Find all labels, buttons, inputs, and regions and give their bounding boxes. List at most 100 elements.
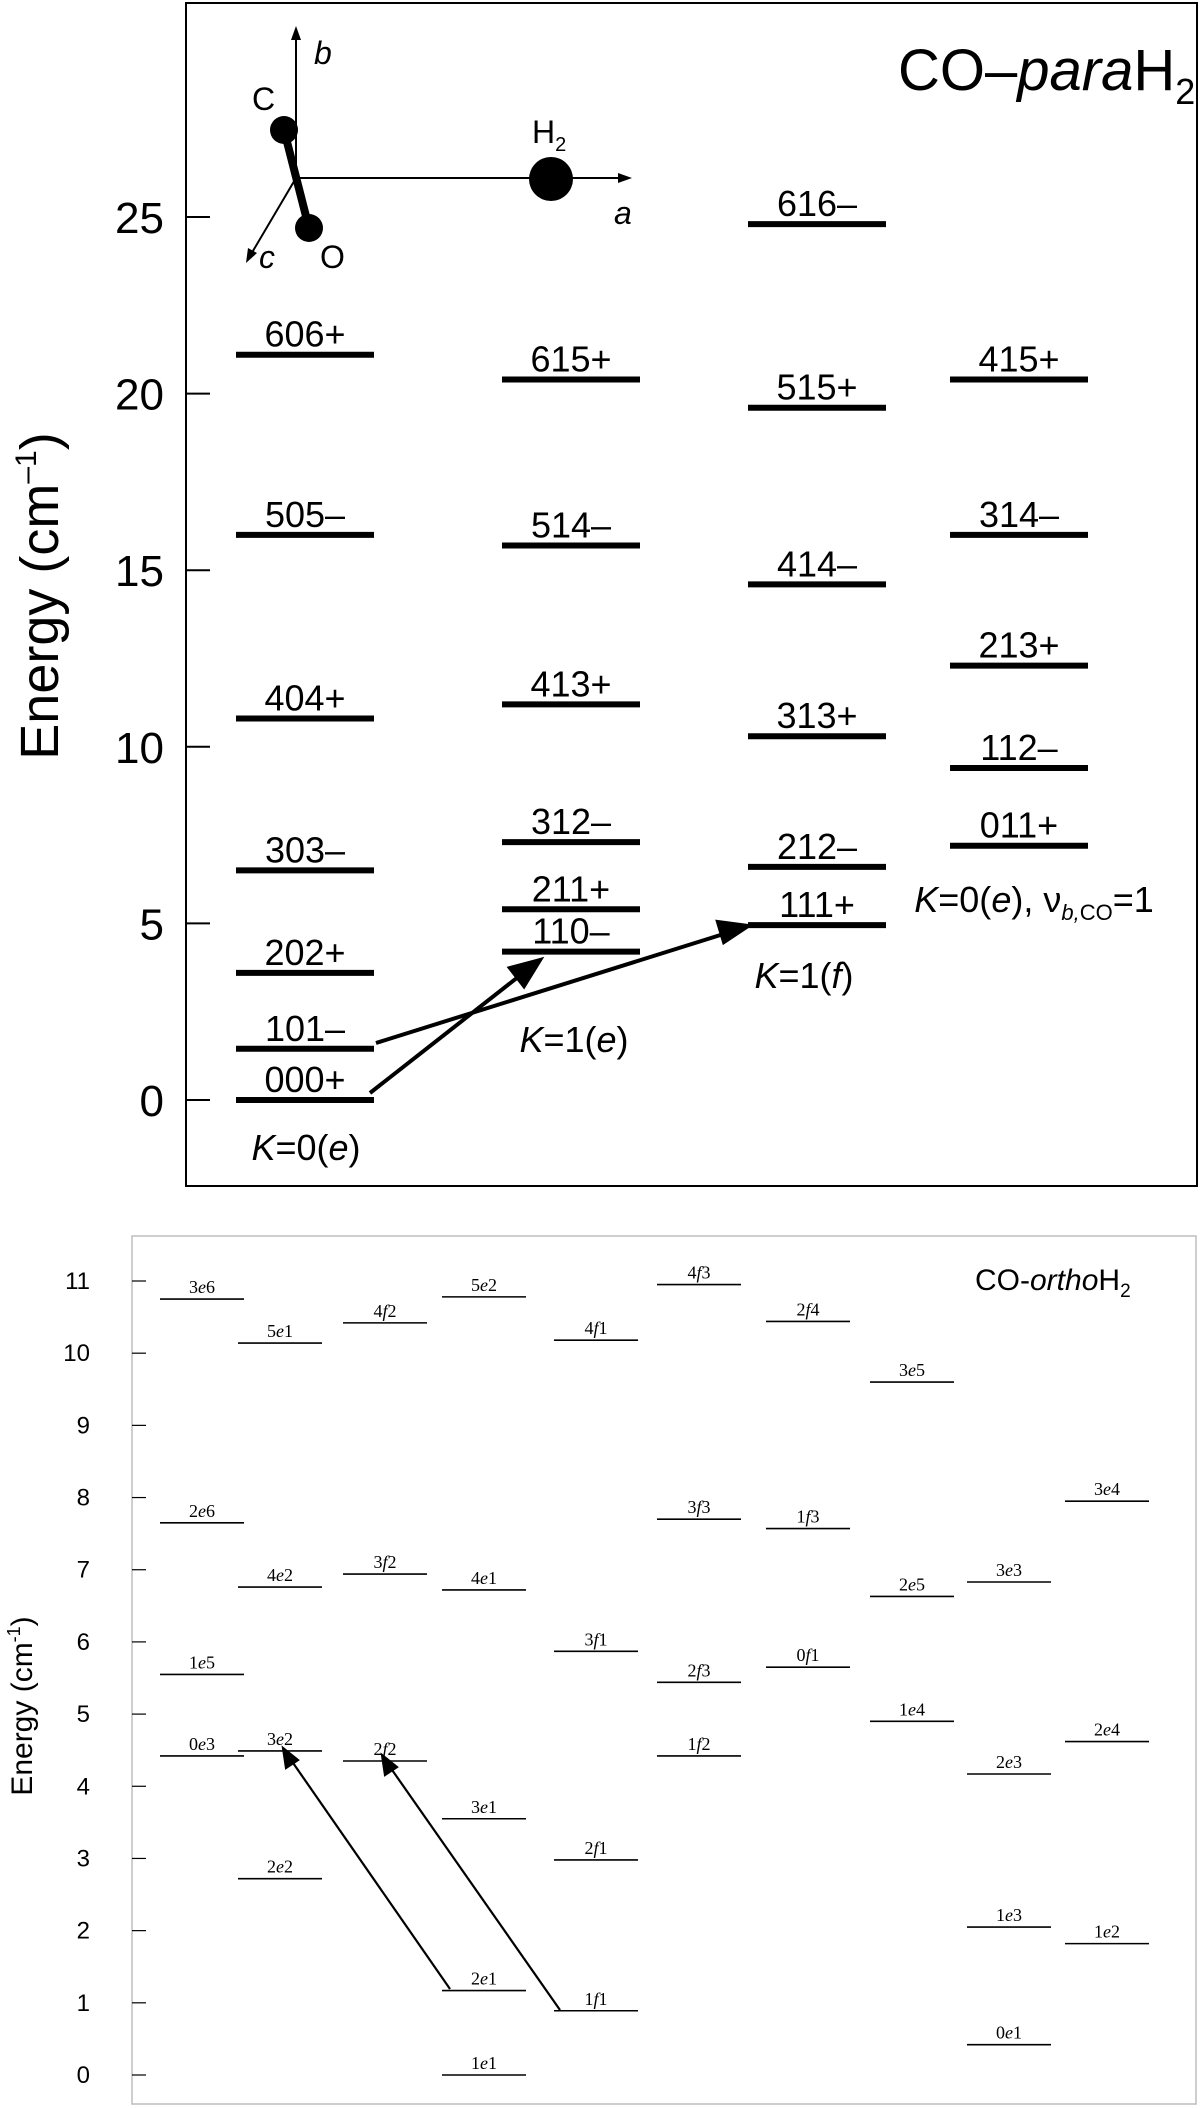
para-level-label: 110– <box>532 911 609 952</box>
para-level-label: 615+ <box>530 338 611 379</box>
ortho-level-label: 1e2 <box>1094 1922 1120 1942</box>
axis-c-arrowhead <box>246 248 257 263</box>
arrow-101-to-111 <box>375 930 731 1045</box>
arrow-000-to-110 <box>368 968 529 1095</box>
para-level-label: 606+ <box>264 314 345 355</box>
ortho-panel: CO-orthoH2 Energy (cm-1) 01234567891011 … <box>4 1235 1197 2105</box>
axis-b-label: b <box>314 35 332 71</box>
ortho-level-label: 1e1 <box>471 2053 497 2073</box>
col-label-k0e-vb: K=0(e), νb,CO=1 <box>914 879 1154 925</box>
ortho-level-label: 2e3 <box>996 1752 1022 1772</box>
ortho-level-label: 3e5 <box>899 1360 925 1380</box>
ortho-tick-label-0: 0 <box>77 2062 90 2089</box>
ortho-level-label: 2f1 <box>584 1838 607 1858</box>
ortho-level-label: 4e1 <box>471 1568 497 1588</box>
arrow-head-000-to-110 <box>506 956 545 990</box>
ortho-tick-label-11: 11 <box>65 1268 90 1295</box>
ortho-tick-label-8: 8 <box>77 1485 90 1512</box>
para-transition-arrows <box>368 919 754 1095</box>
oxygen-atom <box>295 214 323 242</box>
para-tick-label-0: 0 <box>140 1077 164 1126</box>
ortho-level-label: 2e4 <box>1094 1720 1120 1740</box>
para-level-label: 514– <box>531 504 611 545</box>
para-level-label: 313+ <box>776 695 857 736</box>
ortho-level-label: 2f2 <box>373 1739 396 1759</box>
para-level-label: 415+ <box>978 338 1059 379</box>
ortho-tick-label-3: 3 <box>77 1845 90 1872</box>
para-level-label: 515+ <box>776 367 857 408</box>
para-level-label: 111+ <box>779 884 855 925</box>
para-level-label: 112– <box>980 727 1057 768</box>
carbon-label: C <box>252 81 275 117</box>
ortho-level-label: 0e3 <box>189 1734 215 1754</box>
ortho-level-label: 3f2 <box>373 1552 396 1572</box>
ortho-level-label: 1f2 <box>687 1734 710 1754</box>
axis-c-line <box>249 177 297 257</box>
co-bond <box>280 129 313 229</box>
ortho-level-label: 2e1 <box>471 1969 497 1989</box>
hydrogen-label: H2 <box>532 114 566 156</box>
para-tick-label-10: 10 <box>115 724 164 773</box>
ortho-level-label: 4f3 <box>687 1263 710 1283</box>
axis-c-label: c <box>259 239 275 275</box>
para-level-label: 312– <box>531 801 611 842</box>
ortho-tick-label-10: 10 <box>63 1340 90 1367</box>
para-frame <box>185 2 1198 1187</box>
col-label-k0e: K=0(e) <box>251 1127 360 1168</box>
ortho-level-label: 3e2 <box>267 1729 293 1749</box>
axis-b-arrowhead <box>291 26 301 40</box>
para-level-label: 101– <box>265 1008 345 1049</box>
para-y-ticks: 0 5 10 15 20 25 <box>115 194 210 1126</box>
ortho-frame <box>131 1235 1197 2105</box>
axis-a-arrowhead <box>618 173 632 183</box>
ortho-y-axis-label: Energy (cm-1) <box>4 1616 39 1795</box>
ortho-tick-label-4: 4 <box>77 1773 90 1800</box>
para-level-label: 202+ <box>264 932 345 973</box>
hydrogen-molecule <box>529 157 573 201</box>
ortho-level-label: 2f4 <box>796 1299 819 1319</box>
para-tick-label-20: 20 <box>115 371 164 420</box>
ortho-tick-label-2: 2 <box>77 1918 90 1945</box>
para-tick-label-5: 5 <box>140 900 164 949</box>
ortho-level-label: 4f1 <box>584 1318 607 1338</box>
para-level-label: 303– <box>265 829 345 870</box>
para-level-label: 314– <box>979 494 1059 535</box>
para-panel: CO–paraH2 Energy (cm–1) 0 5 10 15 20 25 000+ 1… <box>10 2 1198 1187</box>
ortho-level-label: 5e1 <box>267 1321 293 1341</box>
para-level-label: 213+ <box>978 625 1059 666</box>
arrow-head-2e1-to-3e2 <box>281 1745 300 1770</box>
para-level-label: 414– <box>777 543 857 584</box>
para-level-label: 413+ <box>530 663 611 704</box>
ortho-level-label: 3e4 <box>1094 1479 1120 1499</box>
para-title: CO–paraH2 <box>898 38 1195 112</box>
ortho-level-label: 1f3 <box>796 1507 819 1527</box>
ortho-level-label: 4e2 <box>267 1565 293 1585</box>
ortho-tick-label-7: 7 <box>77 1557 90 1584</box>
ortho-level-label: 1e4 <box>899 1699 925 1719</box>
ortho-level-label: 2f3 <box>687 1660 710 1680</box>
molecule-geometry-inset: b a c C O H2 <box>246 26 632 275</box>
para-level-label: 404+ <box>264 678 345 719</box>
para-level-label: 505– <box>265 494 345 535</box>
para-tick-label-25: 25 <box>115 194 164 243</box>
arrow-head-101-to-111 <box>715 919 754 946</box>
ortho-levels: 0e3 1e5 2e6 3e6 2e2 3e2 4e2 5e1 2f2 3f2 4f2 1e1 2e1 3… <box>160 1263 1149 2076</box>
ortho-level-label: 3f3 <box>687 1497 710 1517</box>
ortho-level-label: 3e1 <box>471 1797 497 1817</box>
ortho-level-label: 2e6 <box>189 1501 215 1521</box>
ortho-tick-label-6: 6 <box>77 1629 90 1656</box>
para-level-label: 616– <box>777 183 857 224</box>
ortho-title: CO-orthoH2 <box>975 1264 1131 1302</box>
ortho-level-label: 1f1 <box>584 1989 607 2009</box>
arrow-2e1-to-3e2 <box>290 1759 451 1990</box>
col-label-k1e: K=1(e) <box>519 1019 628 1060</box>
axis-a-label: a <box>614 195 632 231</box>
ortho-level-label: 0e1 <box>996 2023 1022 2043</box>
col-label-k1f: K=1(f) <box>754 955 853 996</box>
ortho-tick-label-9: 9 <box>77 1412 90 1439</box>
ortho-level-label: 4f2 <box>373 1301 396 1321</box>
ortho-level-label: 1e3 <box>996 1905 1022 1925</box>
arrow-head-1f1-to-2f2 <box>380 1752 399 1777</box>
ortho-tick-label-5: 5 <box>77 1701 90 1728</box>
ortho-level-label: 2e2 <box>267 1857 293 1877</box>
